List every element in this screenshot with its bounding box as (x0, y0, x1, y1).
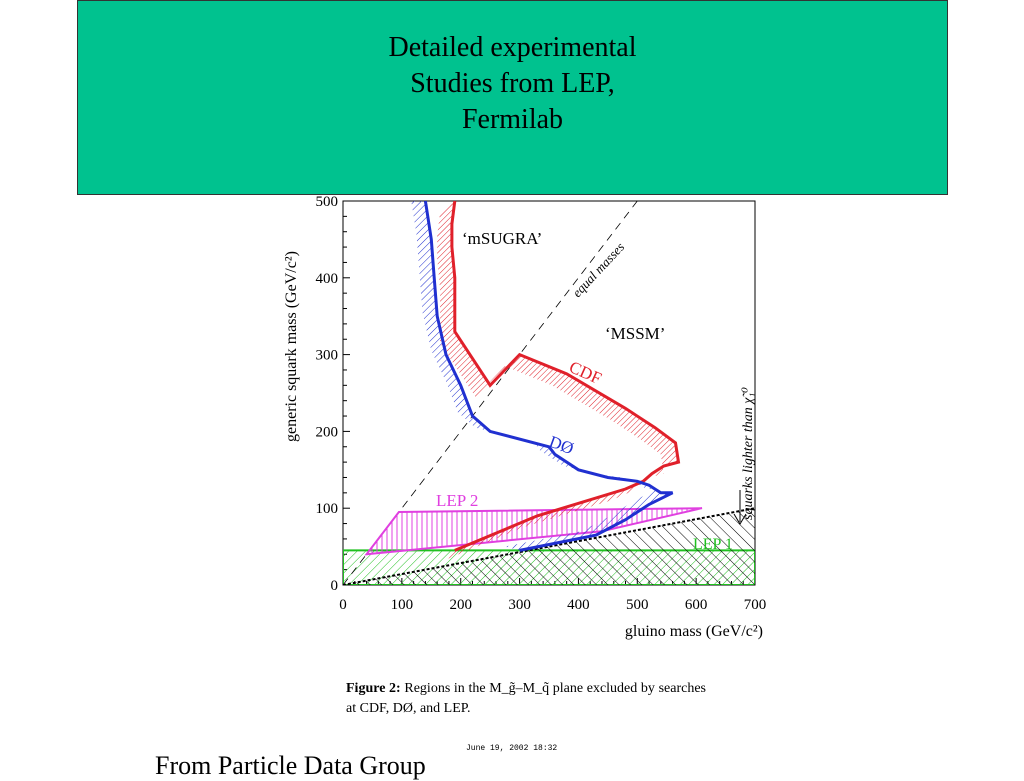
x-tick-label-1: 100 (391, 597, 414, 613)
y-tick-label-2: 200 (316, 424, 339, 440)
squark-lighter-region (343, 508, 755, 585)
cdf-hatch-band (437, 201, 679, 562)
caption-text: Regions in the M_g̃–M_q̃ plane excluded … (346, 681, 706, 716)
axis-ticks: 0 100 200 300 400 500 600 700 0 100 200 300 400 500 (316, 194, 767, 613)
y-tick-label-5: 500 (316, 194, 339, 210)
y-tick-label-0: 0 (331, 578, 339, 594)
title-box: Detailed experimental Studies from LEP, … (77, 0, 948, 195)
caption-label: Figure 2: (346, 681, 401, 696)
series-d0 (423, 201, 674, 552)
y-tick-label-3: 300 (316, 348, 339, 364)
timestamp: June 19, 2002 18:32 (466, 744, 558, 753)
annotation-equal-masses: equal masses (569, 239, 627, 300)
x-tick-label-3: 300 (508, 597, 531, 613)
y-axis-label: generic squark mass (GeV/c²) (283, 251, 300, 442)
annotation-squarks-lighter: squarks lighter than χ̃₁⁰ (741, 387, 756, 520)
annotation-msugra: ‘mSUGRA’ (462, 229, 542, 248)
x-tick-label-2: 200 (449, 597, 472, 613)
annotation-mssm: ‘MSSM’ (605, 324, 665, 343)
slide-title: Detailed experimental Studies from LEP, … (388, 31, 637, 135)
y-tick-label-4: 400 (316, 271, 339, 287)
x-axis-label: gluino mass (GeV/c²) (625, 623, 763, 640)
label-lep1: LEP 1 (693, 536, 733, 553)
squarks-lighter-arrowhead (733, 513, 747, 525)
x-tick-label-5: 500 (626, 597, 649, 613)
x-tick-label-7: 700 (744, 597, 767, 613)
x-tick-label-6: 600 (685, 597, 708, 613)
x-tick-label-4: 400 (567, 597, 590, 613)
y-tick-label-1: 100 (316, 501, 339, 517)
figure-caption: Figure 2: Regions in the M_g̃–M_q̃ plane… (346, 679, 706, 719)
source-text: From Particle Data Group (155, 751, 426, 780)
x-tick-label-0: 0 (339, 597, 347, 613)
label-lep2: LEP 2 (436, 491, 478, 510)
equal-masses-line (343, 201, 638, 585)
